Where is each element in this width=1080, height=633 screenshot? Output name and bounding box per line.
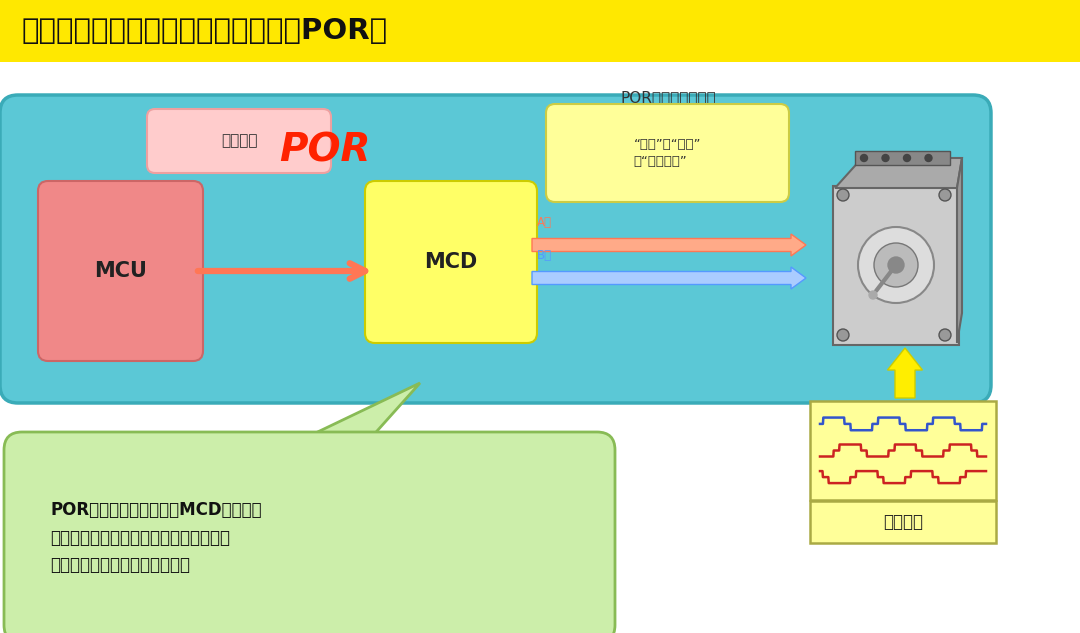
Text: MCD: MCD — [424, 252, 477, 272]
Text: B相: B相 — [537, 249, 552, 262]
Text: A相: A相 — [537, 216, 552, 229]
Circle shape — [882, 154, 889, 161]
Text: 操作信号: 操作信号 — [220, 134, 257, 149]
Circle shape — [874, 243, 918, 287]
Circle shape — [869, 291, 877, 299]
FancyArrow shape — [532, 234, 806, 256]
FancyBboxPatch shape — [833, 186, 959, 345]
Circle shape — [939, 329, 951, 341]
FancyBboxPatch shape — [4, 432, 615, 633]
Text: MCU: MCU — [94, 261, 147, 281]
FancyArrow shape — [888, 348, 922, 398]
FancyBboxPatch shape — [810, 501, 996, 543]
FancyBboxPatch shape — [855, 151, 950, 165]
FancyBboxPatch shape — [810, 401, 996, 500]
Polygon shape — [957, 158, 962, 343]
Text: 电机电流: 电机电流 — [883, 513, 923, 531]
Text: POR: POR — [280, 132, 370, 170]
Circle shape — [904, 154, 910, 161]
Polygon shape — [835, 158, 962, 188]
Circle shape — [888, 257, 904, 273]
Circle shape — [861, 154, 867, 161]
FancyBboxPatch shape — [0, 95, 991, 403]
Text: 用于安全驱动电机的电源监控功能（POR）: 用于安全驱动电机的电源监控功能（POR） — [22, 17, 388, 45]
Circle shape — [837, 329, 849, 341]
Circle shape — [924, 154, 932, 161]
FancyArrow shape — [532, 267, 806, 289]
Text: “方向”、“大小”
和“电流合成”: “方向”、“大小” 和“电流合成” — [634, 138, 701, 168]
FancyBboxPatch shape — [0, 0, 1080, 62]
FancyBboxPatch shape — [546, 104, 789, 202]
FancyBboxPatch shape — [38, 181, 203, 361]
Circle shape — [858, 227, 934, 303]
FancyBboxPatch shape — [365, 181, 537, 343]
Polygon shape — [280, 383, 420, 450]
FancyBboxPatch shape — [147, 109, 330, 173]
Circle shape — [837, 189, 849, 201]
Text: POR将监控电机驱动器和MCD驱动器的
电源。为防止电机操作故障，它将强制关
闭输出信号直至电流保持稳定。: POR将监控电机驱动器和MCD驱动器的 电源。为防止电机操作故障，它将强制关 闭… — [50, 501, 261, 573]
Circle shape — [939, 189, 951, 201]
Text: POR电路：上电复位: POR电路：上电复位 — [620, 91, 716, 106]
